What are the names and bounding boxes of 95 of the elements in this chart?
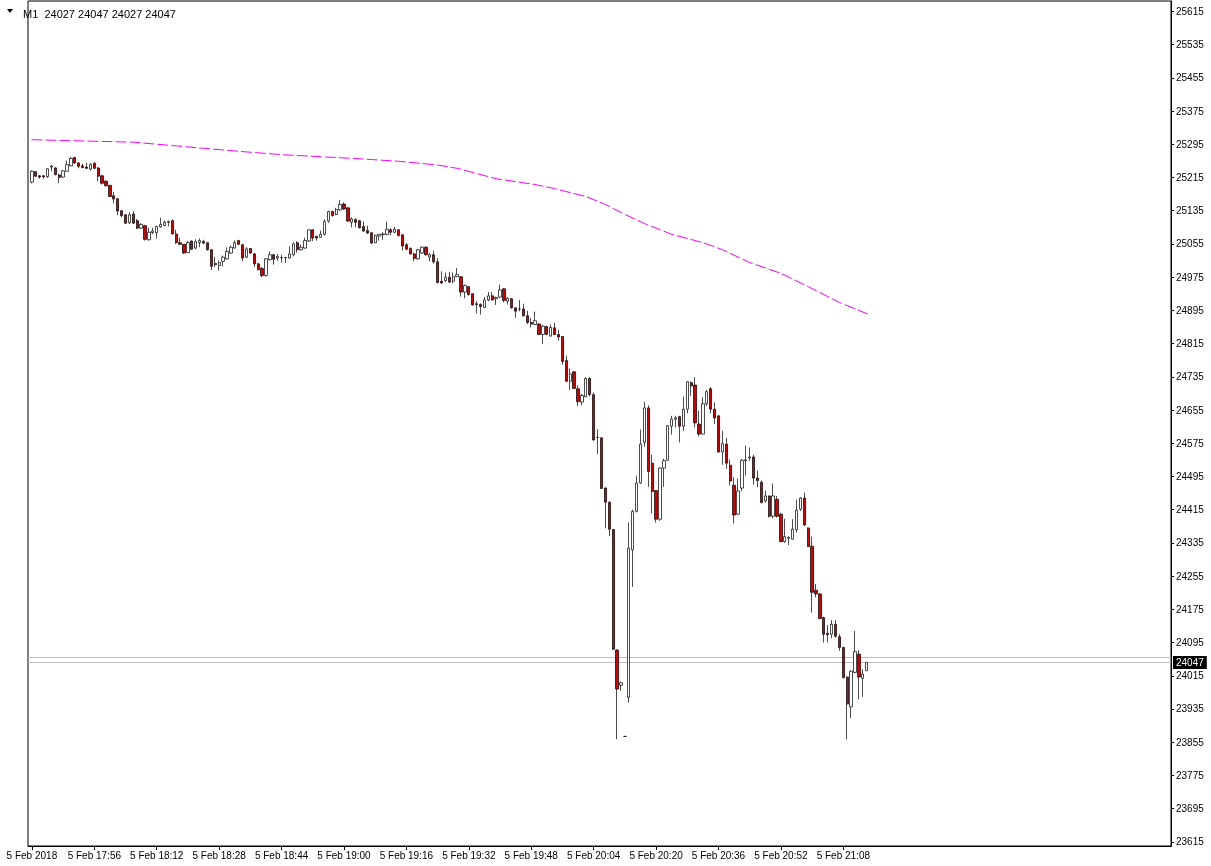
candlestick [77, 161, 80, 169]
y-tick-label: 24415 [1176, 504, 1205, 516]
candlestick [358, 219, 361, 229]
x-tick-label: 5 Feb 21:08 [816, 849, 871, 861]
line-series [31, 139, 868, 315]
y-tick-label: 25215 [1176, 171, 1205, 183]
candlestick [830, 619, 833, 639]
y-tick-label: 25295 [1176, 138, 1205, 150]
candlestick [385, 221, 389, 236]
x-tick-label: 5 Feb 19:48 [504, 849, 559, 861]
y-tick-label: 24255 [1176, 570, 1205, 582]
y-tick-label: 24095 [1176, 637, 1205, 649]
ref-line-label: 24047 [1176, 656, 1205, 668]
x-tick-label: 5 Feb 20:04 [566, 849, 621, 861]
y-tick-label: 25055 [1176, 238, 1205, 250]
candlestick [73, 156, 76, 165]
candlestick [124, 213, 127, 225]
y-tick-label: 24655 [1176, 404, 1205, 416]
y-tick-label: 23855 [1176, 736, 1205, 748]
candlestick [46, 167, 49, 179]
candlestick [89, 163, 92, 171]
y-tick-label: 25375 [1176, 105, 1205, 117]
x-tick-label: 5 Feb 20:52 [754, 849, 809, 861]
candlestick [85, 162, 88, 170]
candlestick [163, 220, 166, 227]
candlestick [362, 221, 365, 233]
y-tick-label: 24895 [1176, 304, 1205, 316]
candlestick [803, 492, 806, 527]
candlestick [288, 246, 291, 259]
candlestick [292, 241, 295, 257]
candlestick [760, 480, 763, 504]
y-tick-label: 24815 [1176, 338, 1205, 350]
candlestick [491, 291, 494, 301]
candlestick [444, 272, 447, 283]
candlestick [245, 246, 248, 259]
candlestick [541, 324, 545, 345]
candlestick [296, 240, 299, 253]
x-tick-label: 5 Feb 19:16 [379, 849, 434, 861]
x-tick-label: 5 Feb 19:32 [442, 849, 496, 861]
y-tick-label: 24575 [1176, 437, 1205, 449]
y-tick-label: 25135 [1176, 205, 1205, 217]
candlestick [97, 166, 100, 182]
candlestick [128, 212, 131, 225]
candlestick [132, 210, 135, 225]
candlestick [147, 227, 151, 241]
y-tick-label: 23695 [1176, 803, 1205, 815]
y-tick-label: 24335 [1176, 537, 1205, 549]
y-tick-label: 23615 [1176, 836, 1205, 848]
candlestick [377, 233, 381, 241]
candlestick [354, 218, 357, 228]
x-tick-label: 5 Feb 18:12 [130, 849, 184, 861]
candlestick [186, 240, 190, 254]
text: M1 24027 24047 24027 24047 [23, 7, 176, 20]
candlestick [452, 272, 455, 284]
candlestick [393, 226, 396, 234]
y-tick-label: 24735 [1176, 371, 1205, 383]
candlestick [81, 163, 84, 169]
x-tick-label: 5 Feb 19:00 [317, 849, 372, 861]
candlestick [253, 252, 256, 268]
y-tick-label: 25535 [1176, 39, 1205, 51]
x-tick-label: 5 Feb 20:20 [629, 849, 684, 861]
candlestick [38, 174, 41, 180]
candlestick [198, 238, 201, 248]
x-tick-label: 5 Feb 18:44 [254, 849, 309, 861]
y-tick-label: 25615 [1176, 5, 1205, 17]
y-tick-label: 23775 [1176, 769, 1205, 781]
x-tick-label: 5 Feb 17:56 [67, 849, 122, 861]
candlestick [416, 248, 420, 261]
candlestick [50, 164, 53, 172]
x-tick-label: 5 Feb 2018 [6, 849, 58, 861]
y-tick-label: 25455 [1176, 72, 1205, 84]
candlestick [448, 271, 451, 284]
candlestick [374, 234, 377, 244]
y-tick-label: 23935 [1176, 703, 1205, 715]
candlestick [338, 199, 342, 212]
candlestick [311, 229, 314, 242]
y-tick-label: 24015 [1176, 670, 1205, 682]
candlestick [30, 170, 34, 184]
x-tick-label: 5 Feb 18:28 [192, 849, 247, 861]
candlestick [502, 287, 506, 303]
y-tick-label: 24495 [1176, 470, 1205, 482]
y-tick-label: 24975 [1176, 271, 1205, 283]
candlestick [272, 253, 275, 266]
candlestick [194, 238, 197, 250]
candlestick [241, 243, 244, 262]
candlestick [276, 253, 279, 261]
candlestick [771, 483, 775, 519]
candlestick [280, 254, 283, 263]
candlestick [143, 224, 147, 241]
x-tick-label: 5 Feb 20:36 [691, 849, 746, 861]
y-tick-label: 24175 [1176, 603, 1205, 615]
candlestick [218, 260, 221, 271]
candlestick [190, 240, 193, 251]
candlestick [549, 324, 552, 337]
candlestick [865, 662, 868, 672]
